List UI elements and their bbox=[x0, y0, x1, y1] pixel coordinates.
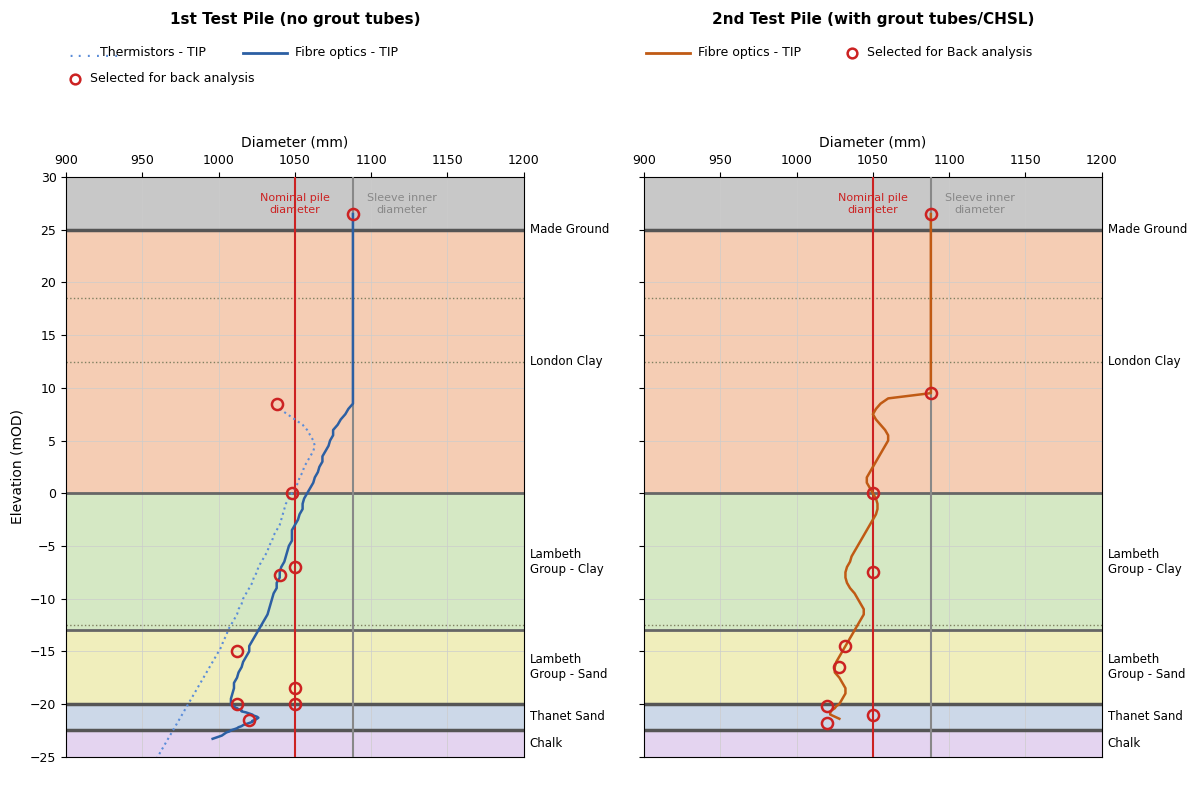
Text: 2nd Test Pile (with grout tubes/CHSL): 2nd Test Pile (with grout tubes/CHSL) bbox=[712, 12, 1034, 27]
Text: Made Ground: Made Ground bbox=[530, 223, 609, 237]
Bar bbox=[644, 704, 1102, 730]
Text: ......: ...... bbox=[66, 45, 120, 60]
Bar bbox=[66, 730, 524, 757]
Text: Thanet Sand: Thanet Sand bbox=[1108, 710, 1182, 723]
Bar bbox=[644, 229, 1102, 493]
Text: Lambeth
Group - Sand: Lambeth Group - Sand bbox=[530, 653, 607, 681]
Text: Selected for back analysis: Selected for back analysis bbox=[90, 72, 255, 85]
Y-axis label: Elevation (mOD): Elevation (mOD) bbox=[11, 410, 24, 524]
Bar bbox=[644, 630, 1102, 704]
Text: London Clay: London Clay bbox=[530, 355, 602, 368]
X-axis label: Diameter (mm): Diameter (mm) bbox=[241, 135, 349, 149]
Bar bbox=[66, 493, 524, 630]
Text: Sleeve inner
diameter: Sleeve inner diameter bbox=[367, 193, 437, 214]
Text: Chalk: Chalk bbox=[1108, 737, 1141, 750]
Text: Lambeth
Group - Sand: Lambeth Group - Sand bbox=[1108, 653, 1185, 681]
Text: Lambeth
Group - Clay: Lambeth Group - Clay bbox=[1108, 547, 1181, 576]
Text: London Clay: London Clay bbox=[1108, 355, 1180, 368]
Bar bbox=[66, 630, 524, 704]
X-axis label: Diameter (mm): Diameter (mm) bbox=[819, 135, 927, 149]
Text: Fibre optics - TIP: Fibre optics - TIP bbox=[698, 46, 802, 59]
Text: Selected for Back analysis: Selected for Back analysis bbox=[867, 46, 1032, 59]
Bar bbox=[66, 177, 524, 229]
Text: Sleeve inner
diameter: Sleeve inner diameter bbox=[945, 193, 1015, 214]
Text: Nominal pile
diameter: Nominal pile diameter bbox=[838, 193, 908, 214]
Bar bbox=[644, 730, 1102, 757]
Text: Lambeth
Group - Clay: Lambeth Group - Clay bbox=[530, 547, 603, 576]
Text: Fibre optics - TIP: Fibre optics - TIP bbox=[295, 46, 399, 59]
Text: Thanet Sand: Thanet Sand bbox=[530, 710, 604, 723]
Text: Chalk: Chalk bbox=[530, 737, 563, 750]
Bar bbox=[644, 177, 1102, 229]
Bar bbox=[66, 704, 524, 730]
Bar bbox=[66, 229, 524, 493]
Text: Thermistors - TIP: Thermistors - TIP bbox=[100, 46, 206, 59]
Bar bbox=[644, 493, 1102, 630]
Text: 1st Test Pile (no grout tubes): 1st Test Pile (no grout tubes) bbox=[170, 12, 420, 27]
Text: Nominal pile
diameter: Nominal pile diameter bbox=[260, 193, 330, 214]
Text: Made Ground: Made Ground bbox=[1108, 223, 1187, 237]
